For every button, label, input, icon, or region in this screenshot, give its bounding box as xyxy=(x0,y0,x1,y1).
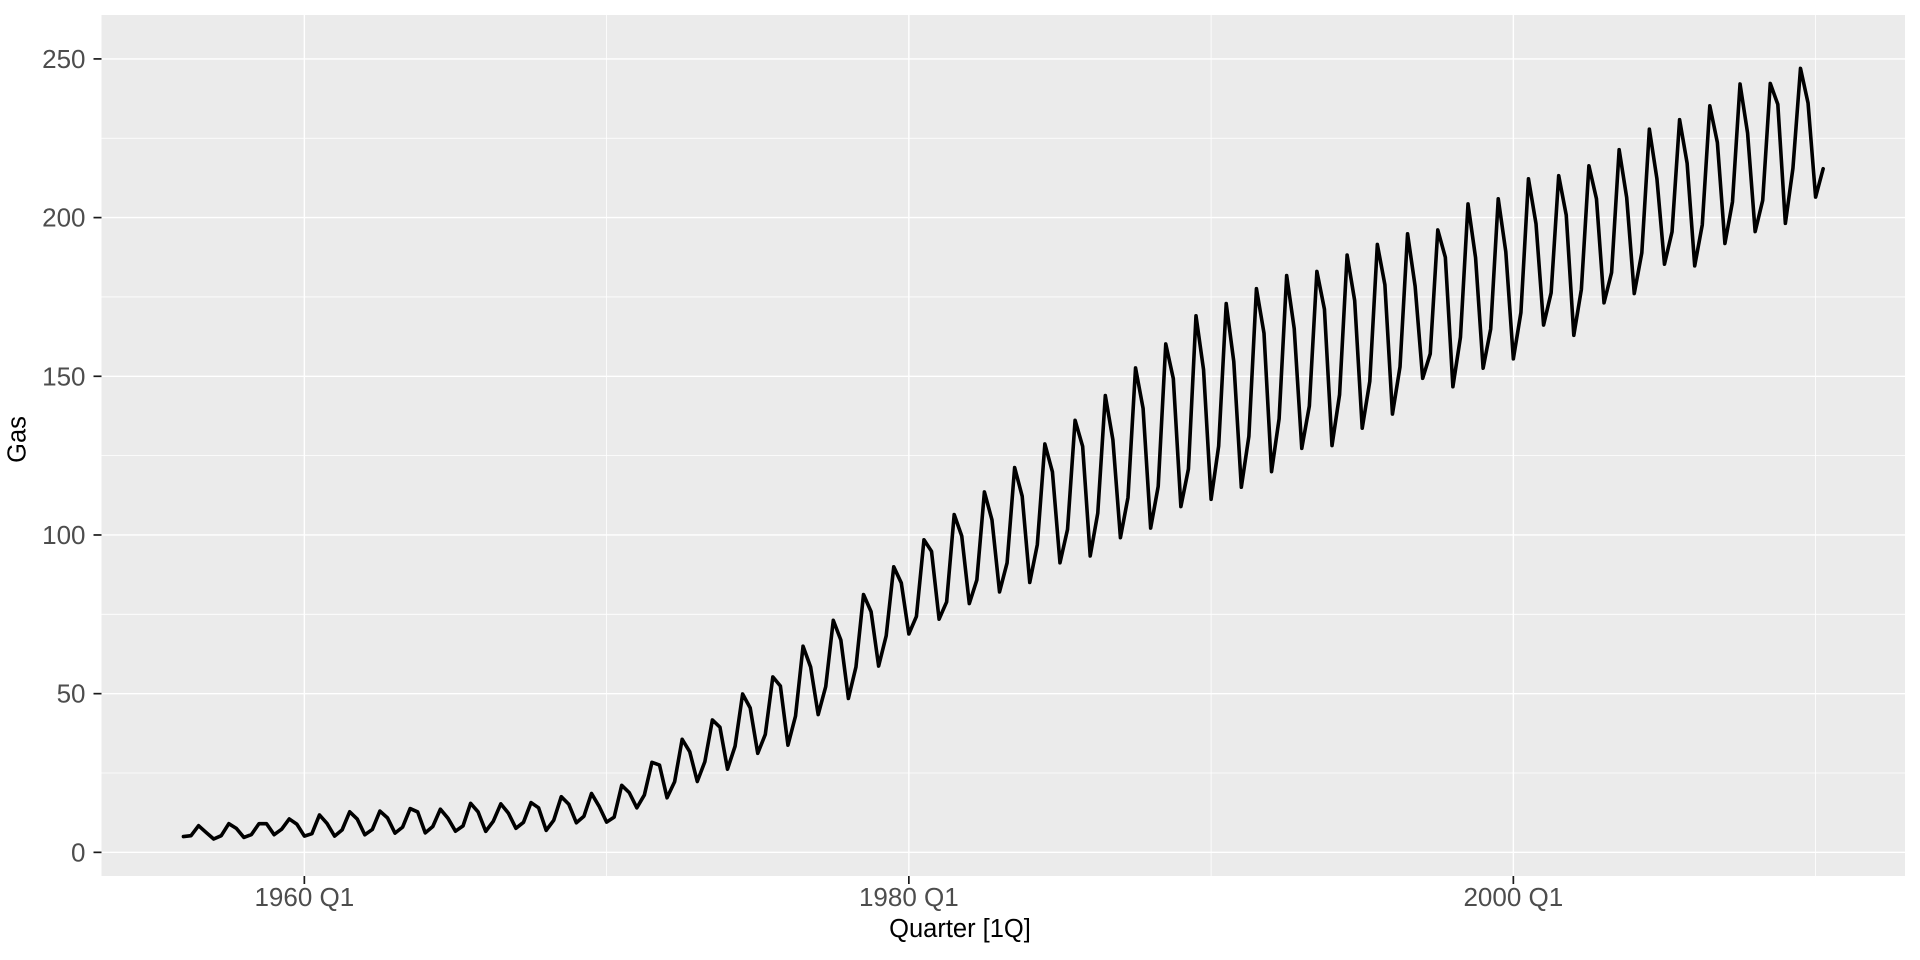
svg-text:1960 Q1: 1960 Q1 xyxy=(254,882,354,912)
svg-text:2000 Q1: 2000 Q1 xyxy=(1463,882,1563,912)
svg-text:100: 100 xyxy=(42,520,85,550)
svg-text:150: 150 xyxy=(42,361,85,391)
svg-text:0: 0 xyxy=(71,837,85,867)
svg-text:200: 200 xyxy=(42,203,85,233)
svg-text:50: 50 xyxy=(57,679,86,709)
svg-text:1980 Q1: 1980 Q1 xyxy=(859,882,959,912)
svg-text:250: 250 xyxy=(42,44,85,74)
